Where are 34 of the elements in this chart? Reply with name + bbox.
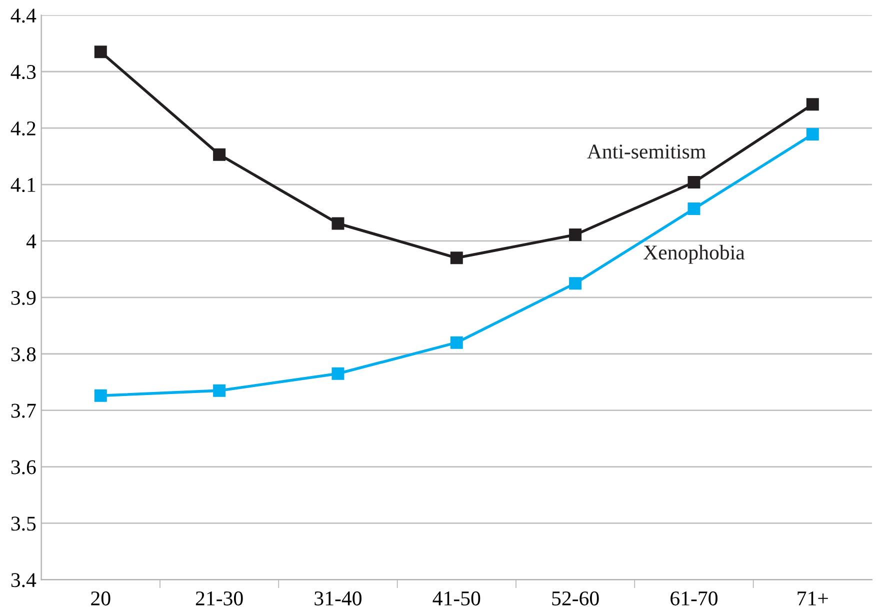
- point: [450, 252, 463, 264]
- y-tick-label: 4.1: [10, 178, 36, 192]
- x-tick-label: 31-40: [314, 591, 362, 606]
- point: [332, 217, 344, 230]
- y-tick-label: 3.7: [11, 404, 36, 418]
- y-tick-label: 4: [26, 234, 36, 248]
- series-label: Xenophobia: [644, 244, 745, 264]
- y-tick-label: 4.4: [10, 8, 36, 23]
- point: [688, 176, 700, 189]
- x-tick-label: 52-60: [552, 591, 599, 606]
- x-tick-label: 61-70: [670, 591, 718, 606]
- point: [688, 202, 700, 216]
- y-tick-label: 3.4: [11, 573, 36, 588]
- y-tick-label: 3.9: [11, 290, 36, 305]
- y-tick-label: 4.2: [10, 122, 36, 136]
- x-tick-label: 20: [91, 591, 110, 606]
- point: [450, 336, 463, 349]
- point: [94, 46, 107, 58]
- point: [569, 228, 582, 242]
- point: [332, 367, 344, 380]
- y-tick-label: 4.3: [10, 65, 36, 80]
- series-label: Anti-semitism: [587, 144, 706, 159]
- x-tick-label: 21-30: [196, 591, 243, 606]
- point: [806, 128, 819, 141]
- x-tick-label: 71+: [798, 592, 828, 606]
- y-tick-label: 3.5: [11, 516, 36, 531]
- point: [94, 389, 107, 402]
- point: [213, 148, 226, 161]
- y-tick-label: 3.8: [11, 347, 36, 362]
- point: [569, 277, 582, 290]
- x-tick-label: 41-50: [432, 591, 480, 606]
- point: [213, 384, 226, 397]
- y-tick-label: 3.6: [11, 460, 36, 474]
- point: [806, 98, 819, 111]
